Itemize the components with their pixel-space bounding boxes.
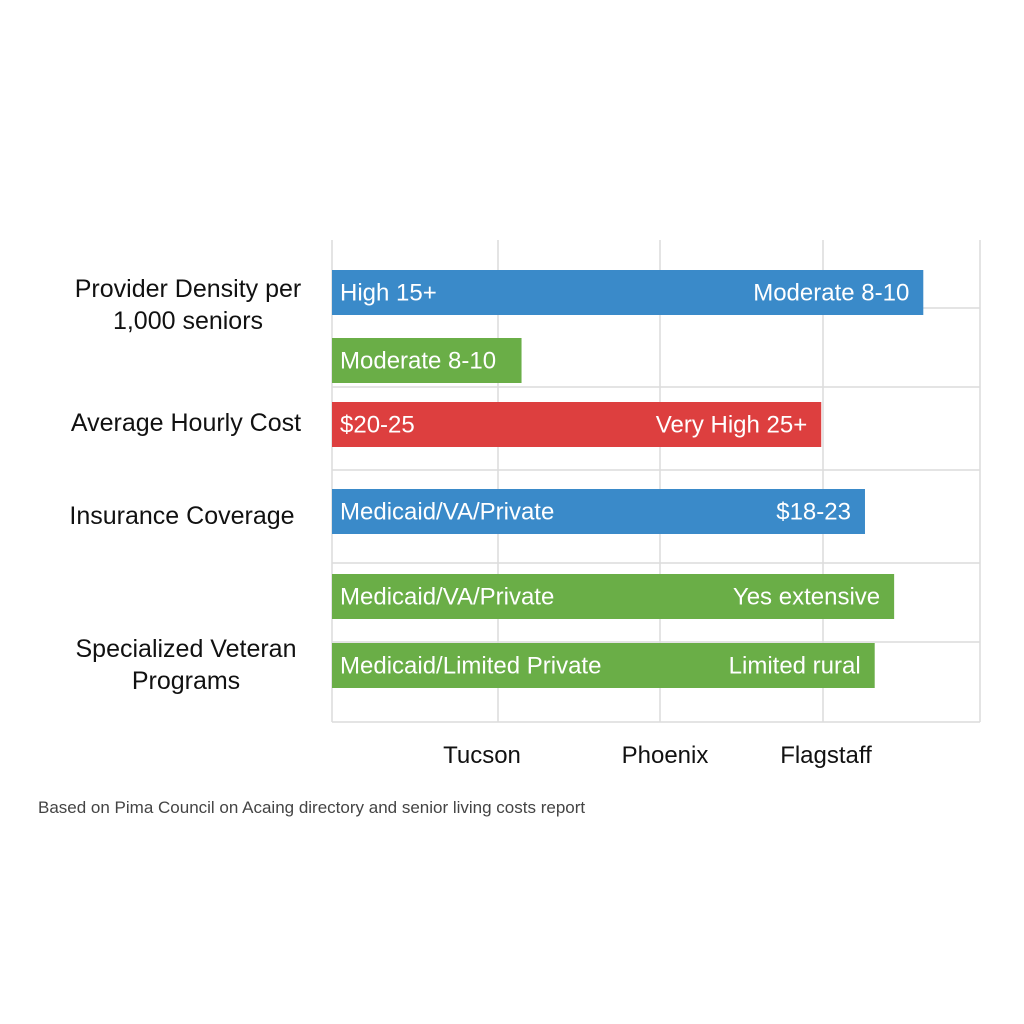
bar-group: Medicaid/VA/Private $18-23 bbox=[332, 489, 865, 534]
bar-left-label: High 15+ bbox=[340, 280, 437, 307]
bar-group: High 15+ Moderate 8-10 bbox=[332, 270, 924, 315]
row-label: Insurance Coverage bbox=[69, 502, 294, 530]
bar-left-label: Medicaid/VA/Private bbox=[340, 499, 554, 526]
bar bbox=[332, 489, 865, 534]
bar bbox=[332, 574, 895, 619]
bar bbox=[332, 643, 875, 688]
bar-right-label: Moderate 8-10 bbox=[753, 280, 909, 307]
bar-right-label: Yes extensive bbox=[733, 584, 880, 611]
bar-layer: High 15+ Moderate 8-10 Moderate 8-10 $20-25… bbox=[332, 270, 924, 688]
row-label-layer: Provider Density per 1,000 seniors Average… bbox=[69, 275, 301, 695]
bar-group: Medicaid/VA/Private Yes extensive bbox=[332, 574, 895, 619]
bar-right-label: Very High 25+ bbox=[656, 412, 807, 439]
bar-group: $20-25 Very High 25+ bbox=[332, 402, 822, 447]
x-tick-label: Phoenix bbox=[622, 742, 709, 769]
source-note: Based on Pima Council on Acaing director… bbox=[38, 798, 586, 817]
bar-left-label: Moderate 8-10 bbox=[340, 348, 496, 375]
bar bbox=[332, 338, 522, 383]
bar-group: Medicaid/Limited Private Limited rural bbox=[332, 643, 875, 688]
bar-right-label: Limited rural bbox=[729, 653, 861, 680]
row-label: Specialized Veteran Programs bbox=[76, 635, 297, 695]
bar-group: Moderate 8-10 bbox=[332, 338, 522, 383]
bar-left-label: Medicaid/Limited Private bbox=[340, 653, 601, 680]
x-tick-label: Flagstaff bbox=[780, 742, 872, 769]
row-label: Provider Density per 1,000 seniors bbox=[75, 275, 301, 335]
bar-left-label: Medicaid/VA/Private bbox=[340, 584, 554, 611]
row-label: Average Hourly Cost bbox=[71, 409, 301, 437]
bar-left-label: $20-25 bbox=[340, 412, 415, 439]
bar bbox=[332, 402, 822, 447]
x-tick-label: Tucson bbox=[443, 742, 521, 769]
tick-label-layer: Tucson Phoenix Flagstaff bbox=[443, 742, 872, 769]
bar bbox=[332, 270, 924, 315]
bar-right-label: $18-23 bbox=[776, 499, 851, 526]
